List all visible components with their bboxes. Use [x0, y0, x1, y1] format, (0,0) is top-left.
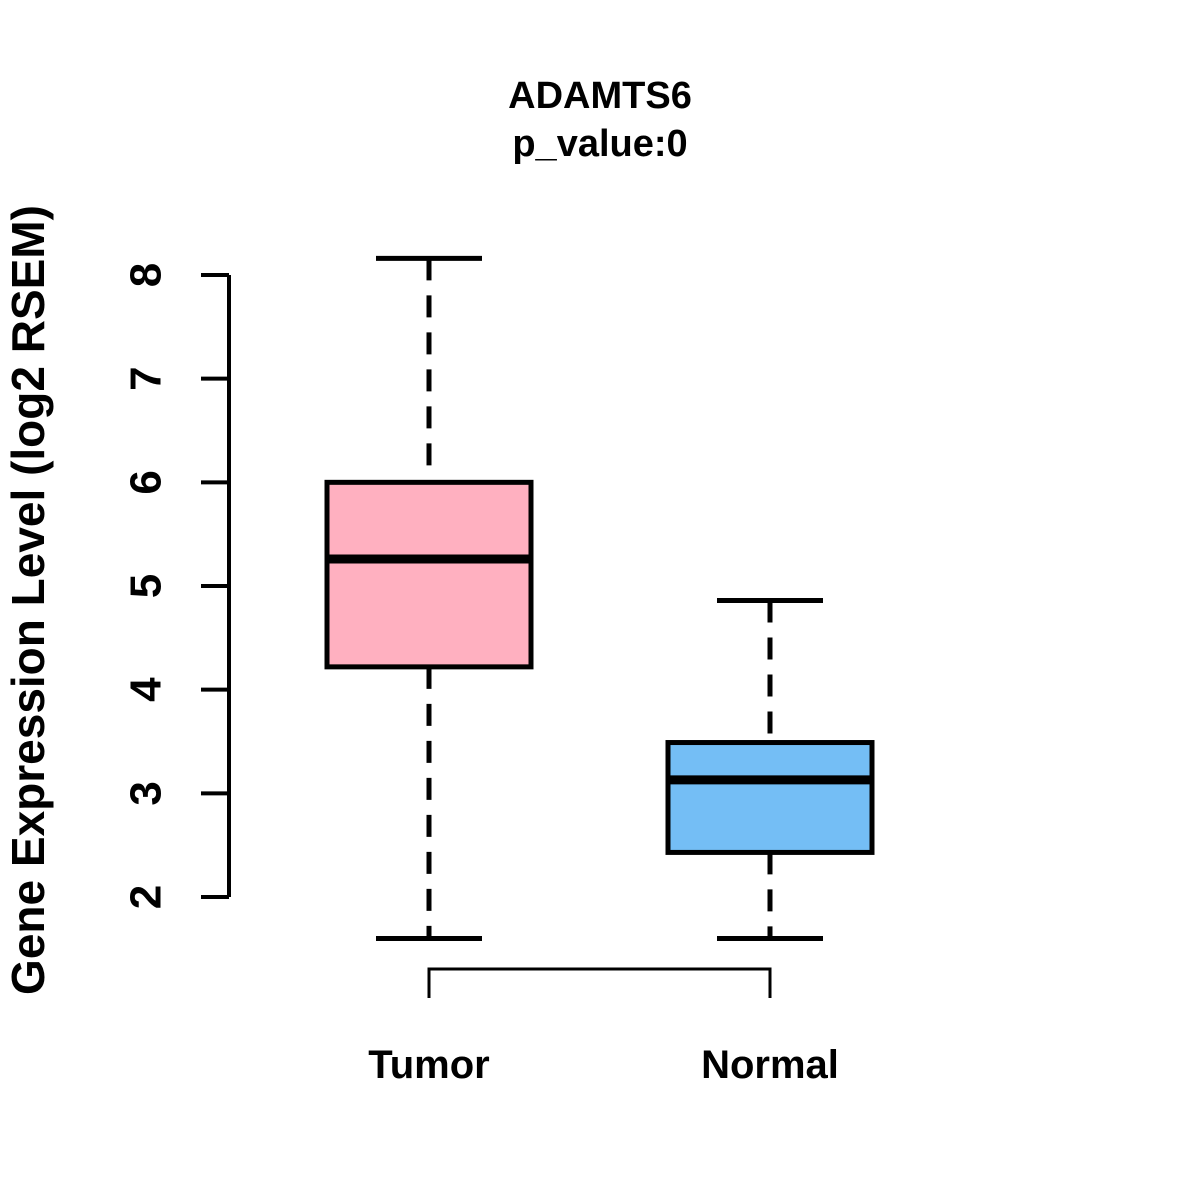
y-tick-label-2: 2 — [122, 885, 171, 909]
y-axis-title: Gene Expression Level (log2 RSEM) — [2, 205, 54, 995]
chart-subtitle: p_value:0 — [512, 123, 687, 165]
x-axis-bracket — [427, 967, 772, 998]
y-tick-label-7: 7 — [122, 366, 171, 390]
y-axis: 2 3 4 5 6 7 8 — [122, 263, 231, 909]
x-category-label-tumor: Tumor — [368, 1043, 489, 1087]
iqr-box-tumor — [324, 479, 534, 670]
y-tick-label-4: 4 — [122, 677, 171, 702]
y-tick-label-6: 6 — [122, 470, 171, 494]
iqr-box-normal — [665, 740, 875, 855]
box-group-tumor: Tumor — [324, 255, 534, 1087]
chart-title: ADAMTS6 — [508, 75, 692, 117]
y-tick-label-3: 3 — [122, 781, 171, 805]
x-axis-bracket-path — [427, 967, 772, 998]
x-category-label-normal: Normal — [701, 1043, 839, 1087]
box-group-normal: Normal — [665, 598, 875, 1087]
box-layer: Tumor Normal — [324, 255, 875, 1087]
y-tick-label-8: 8 — [122, 263, 171, 287]
y-tick-label-5: 5 — [122, 574, 171, 598]
